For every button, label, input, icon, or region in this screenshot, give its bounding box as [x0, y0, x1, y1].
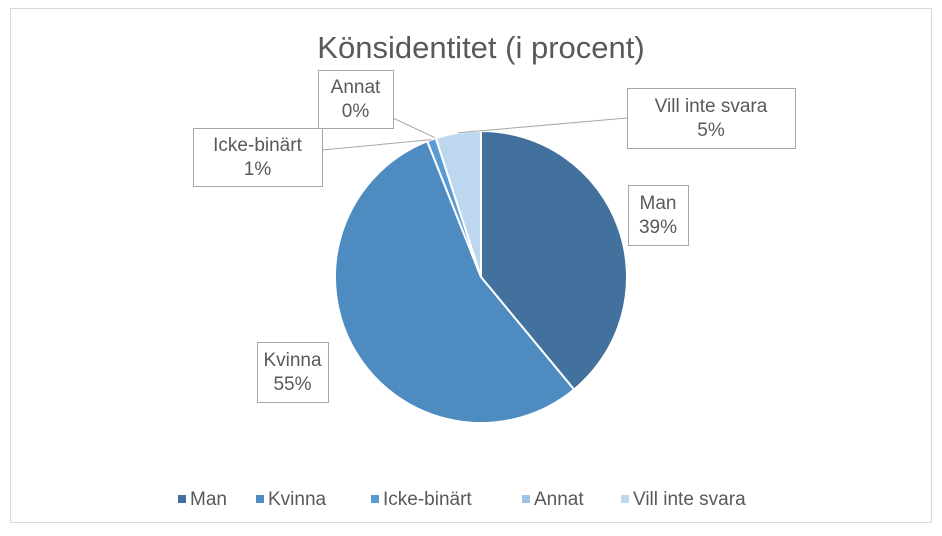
leader-line — [321, 139, 432, 151]
data-label-box — [627, 88, 796, 149]
data-label-value: 5% — [697, 120, 725, 141]
legend-label: Kvinna — [268, 489, 327, 510]
data-label-value: 55% — [273, 374, 311, 395]
data-label-name: Annat — [331, 77, 381, 98]
data-label-name: Icke-binärt — [213, 135, 302, 156]
legend-swatch — [621, 495, 629, 503]
data-label-box — [628, 185, 689, 246]
leader-line — [458, 117, 628, 134]
data-label-box — [257, 342, 329, 403]
data-label-value: 1% — [244, 159, 272, 180]
legend-label: Man — [190, 489, 227, 510]
data-label-name: Vill inte svara — [655, 96, 768, 117]
legend-label: Annat — [534, 489, 584, 510]
data-label-value: 39% — [639, 217, 677, 238]
legend-swatch — [178, 495, 186, 503]
data-label-value: 0% — [342, 101, 370, 122]
legend-swatch — [522, 495, 530, 503]
leader-line — [392, 117, 437, 139]
pie-slice — [334, 139, 576, 424]
legend-swatch — [371, 495, 379, 503]
data-label-name: Man — [640, 193, 677, 214]
legend-swatch — [256, 495, 264, 503]
legend-label: Vill inte svara — [633, 489, 746, 510]
chart-title: Könsidentitet (i procent) — [317, 30, 644, 65]
data-label-box — [318, 70, 394, 129]
data-label-name: Kvinna — [263, 350, 322, 371]
data-label-box — [193, 128, 323, 187]
legend-label: Icke-binärt — [383, 489, 472, 510]
pie-slice — [480, 129, 628, 391]
